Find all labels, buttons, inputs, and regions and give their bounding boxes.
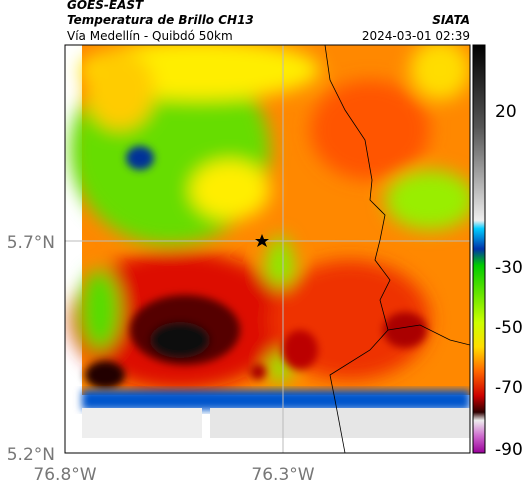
colorbar-tick-label: -50 <box>495 318 523 338</box>
location: Vía Medellín - Quibdó 50km <box>67 29 233 43</box>
subtitle: Temperatura de Brillo CH13 <box>67 13 254 27</box>
lat-tick-label: 5.2°N <box>7 445 55 465</box>
title: GOES-EAST <box>67 0 144 12</box>
satellite-image <box>65 45 470 453</box>
colorbar <box>472 44 486 454</box>
colorbar-tick-label: -70 <box>495 378 523 398</box>
lat-tick-label: 5.7°N <box>7 233 55 253</box>
colorbar-tick-label: 20 <box>495 102 517 122</box>
timestamp: 2024-03-01 02:39 <box>362 29 470 43</box>
colorbar-tick-label: -90 <box>495 440 523 460</box>
lon-tick-label: 76.8°W <box>33 465 96 485</box>
source: SIATA <box>432 13 470 27</box>
colorbar-tick-label: -30 <box>495 258 523 278</box>
lon-tick-label: 76.3°W <box>251 465 314 485</box>
